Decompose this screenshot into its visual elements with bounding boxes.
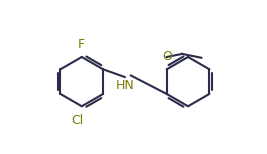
Text: F: F xyxy=(78,38,85,51)
Text: HN: HN xyxy=(115,79,134,91)
Text: O: O xyxy=(162,50,172,63)
Text: Cl: Cl xyxy=(71,114,83,127)
